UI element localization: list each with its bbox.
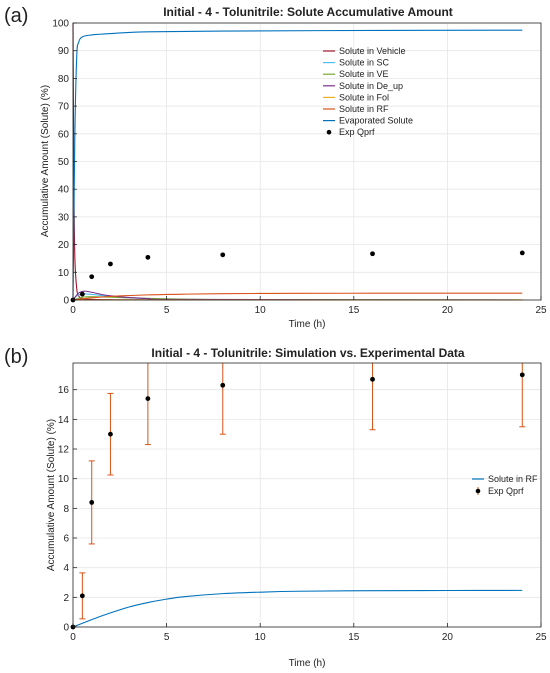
grid-a (72, 22, 542, 301)
legend-point-swatch (326, 129, 332, 135)
y-tick-label: 8 (63, 504, 69, 515)
series-group-b (72, 589, 523, 628)
exp-data-point (519, 250, 525, 256)
series-line-evaporated-solute (72, 29, 523, 301)
exp-data-point (370, 251, 375, 257)
x-axis-label-a: Time (h) (289, 319, 326, 330)
y-tick-label: 10 (58, 268, 70, 279)
x-tick-label: 0 (70, 305, 76, 316)
panel-label-a: (a) (4, 5, 28, 27)
x-tick-label: 25 (535, 305, 547, 316)
y-tick-label: 4 (63, 563, 69, 574)
legend-label: Solute in SC (339, 58, 390, 68)
exp-data-point (220, 382, 226, 388)
y-tick-label: 90 (58, 46, 70, 57)
exp-data-point (89, 274, 95, 280)
legend-label: Solute in VE (339, 69, 389, 79)
points-group-a (70, 250, 525, 303)
exp-data-point (89, 500, 95, 505)
plot-frame-b (72, 362, 542, 628)
chart-title-a: Initial - 4 - Tolunitrile: Solute Accumu… (163, 5, 453, 19)
legend-label: Exp Qprf (339, 127, 375, 137)
y-tick-label: 6 (63, 534, 69, 545)
y-tick-label: 0 (63, 623, 69, 634)
y-tick-label: 2 (63, 593, 69, 604)
exp-data-point (145, 254, 151, 260)
y-tick-label: 80 (58, 74, 70, 85)
y-axis-label-b: Accumulative Amount (Solute) (%) (46, 419, 57, 571)
series-line-solute-in-rf (72, 589, 523, 628)
y-axis-label-a: Accumulative Amount (Solute) (%) (40, 85, 51, 237)
x-tick-label: 15 (348, 305, 360, 316)
y-tick-label: 16 (58, 385, 70, 396)
exp-data-point (145, 396, 151, 401)
exp-data-point (79, 291, 85, 297)
y-tick-label: 10 (58, 474, 70, 485)
y-tick-label: 70 (58, 102, 70, 113)
y-tick-label: 20 (58, 240, 70, 251)
x-tick-label: 5 (164, 632, 170, 643)
legend-label: Solute in RF (339, 104, 389, 114)
x-tick-label: 20 (442, 632, 454, 643)
series-line-solute-in-rf (72, 292, 523, 301)
x-tick-label: 5 (164, 305, 170, 316)
y-tick-label: 40 (58, 185, 70, 196)
x-ticks-b: 0 5 10 15 20 25 (70, 623, 547, 643)
exp-data-point (108, 431, 113, 437)
legend-label: Evaporated Solute (339, 116, 413, 126)
x-tick-label: 15 (348, 632, 360, 643)
y-tick-label: 60 (58, 129, 70, 140)
x-tick-label: 20 (442, 305, 454, 316)
legend-label: Solute in RF (488, 474, 538, 484)
y-ticks-a: 0 10 20 30 40 50 60 70 80 90 100 (52, 19, 77, 307)
panel-a: (a) Initial - 4 - Tolunitrile: Solute Ac… (4, 5, 547, 330)
legend-point-swatch (475, 488, 481, 494)
legend-b: Solute in RF Exp Qprf (472, 474, 538, 496)
x-axis-label-b: Time (h) (289, 658, 326, 669)
points-group-b (70, 363, 526, 630)
legend-label: Exp Qprf (488, 486, 524, 496)
y-tick-label: 12 (58, 445, 70, 456)
panel-label-b: (b) (4, 346, 28, 368)
plot-area-b (73, 363, 541, 627)
y-tick-label: 0 (63, 296, 69, 307)
panel-b: (b) Initial - 4 - Tolunitrile: Simulatio… (4, 346, 547, 669)
x-ticks-a: 0 5 10 15 20 25 (70, 296, 547, 316)
x-tick-label: 25 (535, 632, 547, 643)
x-tick-label: 10 (255, 305, 267, 316)
exp-data-point (220, 252, 226, 258)
y-tick-label: 30 (58, 212, 70, 223)
legend-label: Solute in De_up (339, 81, 403, 91)
exp-data-point (519, 372, 525, 378)
exp-data-point (79, 593, 85, 599)
y-tick-label: 14 (58, 415, 70, 426)
chart-title-b: Initial - 4 - Tolunitrile: Simulation vs… (151, 346, 464, 360)
y-ticks-b: 0 2 4 6 8 10 12 14 16 (58, 385, 77, 634)
y-tick-label: 100 (52, 19, 69, 30)
x-tick-label: 10 (255, 632, 267, 643)
x-tick-label: 0 (70, 632, 76, 643)
exp-data-point (370, 376, 375, 382)
exp-data-point (108, 261, 113, 267)
y-tick-label: 50 (58, 157, 70, 168)
grid-b (72, 363, 542, 628)
legend-label: Solute in Fol (339, 92, 389, 102)
legend-label: Solute in Vehicle (339, 46, 406, 56)
